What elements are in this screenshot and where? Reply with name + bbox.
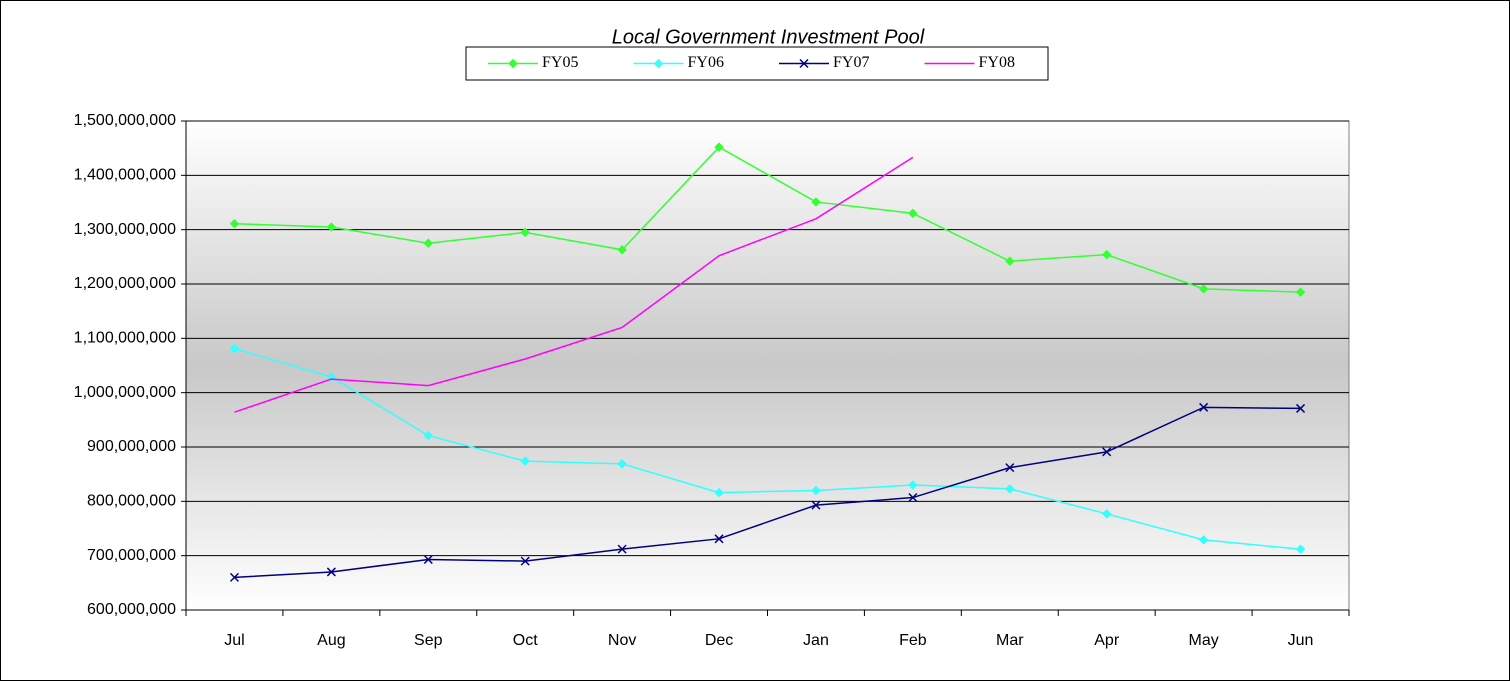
series-line [234, 156, 914, 413]
y-tick-label: 1,000,000,000 [74, 384, 176, 401]
data-point [1102, 447, 1112, 457]
data-point [1102, 249, 1112, 260]
x-tick-label: Feb [899, 632, 927, 649]
data-point [1295, 544, 1306, 554]
data-point [229, 343, 240, 354]
chart-title: Local Government Investment Pool [612, 26, 925, 48]
data-point [617, 544, 627, 554]
y-tick-label: 800,000,000 [87, 493, 176, 510]
data-point [229, 572, 239, 582]
data-point [520, 556, 530, 566]
data-point [423, 554, 433, 565]
data-point [1198, 535, 1209, 545]
x-tick-label: Aug [317, 632, 345, 649]
legend-label: FY06 [688, 54, 724, 71]
series-line [234, 406, 1301, 579]
data-point [520, 456, 530, 466]
data-point [1005, 463, 1015, 473]
y-tick-label: 1,400,000,000 [74, 167, 176, 184]
y-tick-label: 1,300,000,000 [74, 221, 176, 238]
data-point [714, 142, 724, 152]
data-point [1296, 403, 1306, 413]
legend-marker [653, 58, 664, 69]
data-point [1199, 402, 1209, 412]
data-point [1005, 484, 1015, 494]
series-line [234, 347, 1301, 550]
data-point [714, 487, 724, 498]
data-point [617, 245, 627, 255]
y-tick-label: 1,200,000,000 [74, 275, 176, 292]
y-tick-label: 600,000,000 [87, 601, 176, 618]
data-point [1102, 509, 1112, 519]
legend-label: FY05 [542, 54, 578, 71]
x-tick-label: May [1189, 632, 1219, 649]
legend-marker [799, 58, 809, 69]
x-tick-label: Jun [1288, 632, 1314, 649]
data-point [908, 480, 918, 490]
data-point [714, 534, 724, 544]
plot-area [185, 120, 1350, 611]
x-tick-label: Sep [414, 632, 443, 649]
y-tick-label: 1,100,000,000 [74, 330, 176, 347]
series-line [234, 146, 1301, 293]
data-point [1295, 287, 1306, 297]
legend-label: FY07 [833, 54, 869, 71]
x-tick-label: Jul [224, 632, 244, 649]
data-point [423, 238, 433, 248]
data-point [326, 222, 337, 232]
data-point [617, 459, 627, 469]
x-tick-label: Apr [1094, 632, 1120, 649]
data-point [811, 485, 821, 496]
x-tick-label: Oct [513, 632, 538, 649]
data-point [423, 430, 433, 441]
data-point [326, 567, 336, 577]
y-tick-label: 1,500,000,000 [74, 112, 176, 129]
data-point [1005, 256, 1015, 266]
data-point [811, 500, 821, 510]
data-point [520, 227, 530, 238]
y-tick-label: 700,000,000 [87, 547, 176, 564]
x-tick-label: Mar [996, 632, 1024, 649]
data-point [229, 218, 240, 229]
data-point [908, 208, 918, 219]
data-point [811, 197, 821, 207]
data-point [908, 492, 918, 503]
x-tick-label: Dec [705, 632, 733, 649]
data-point [1198, 284, 1209, 294]
x-tick-label: Nov [608, 632, 636, 649]
y-tick-label: 900,000,000 [87, 438, 176, 455]
x-tick-label: Jan [803, 632, 829, 649]
legend-marker [508, 58, 518, 69]
legend-label: FY08 [979, 54, 1015, 71]
